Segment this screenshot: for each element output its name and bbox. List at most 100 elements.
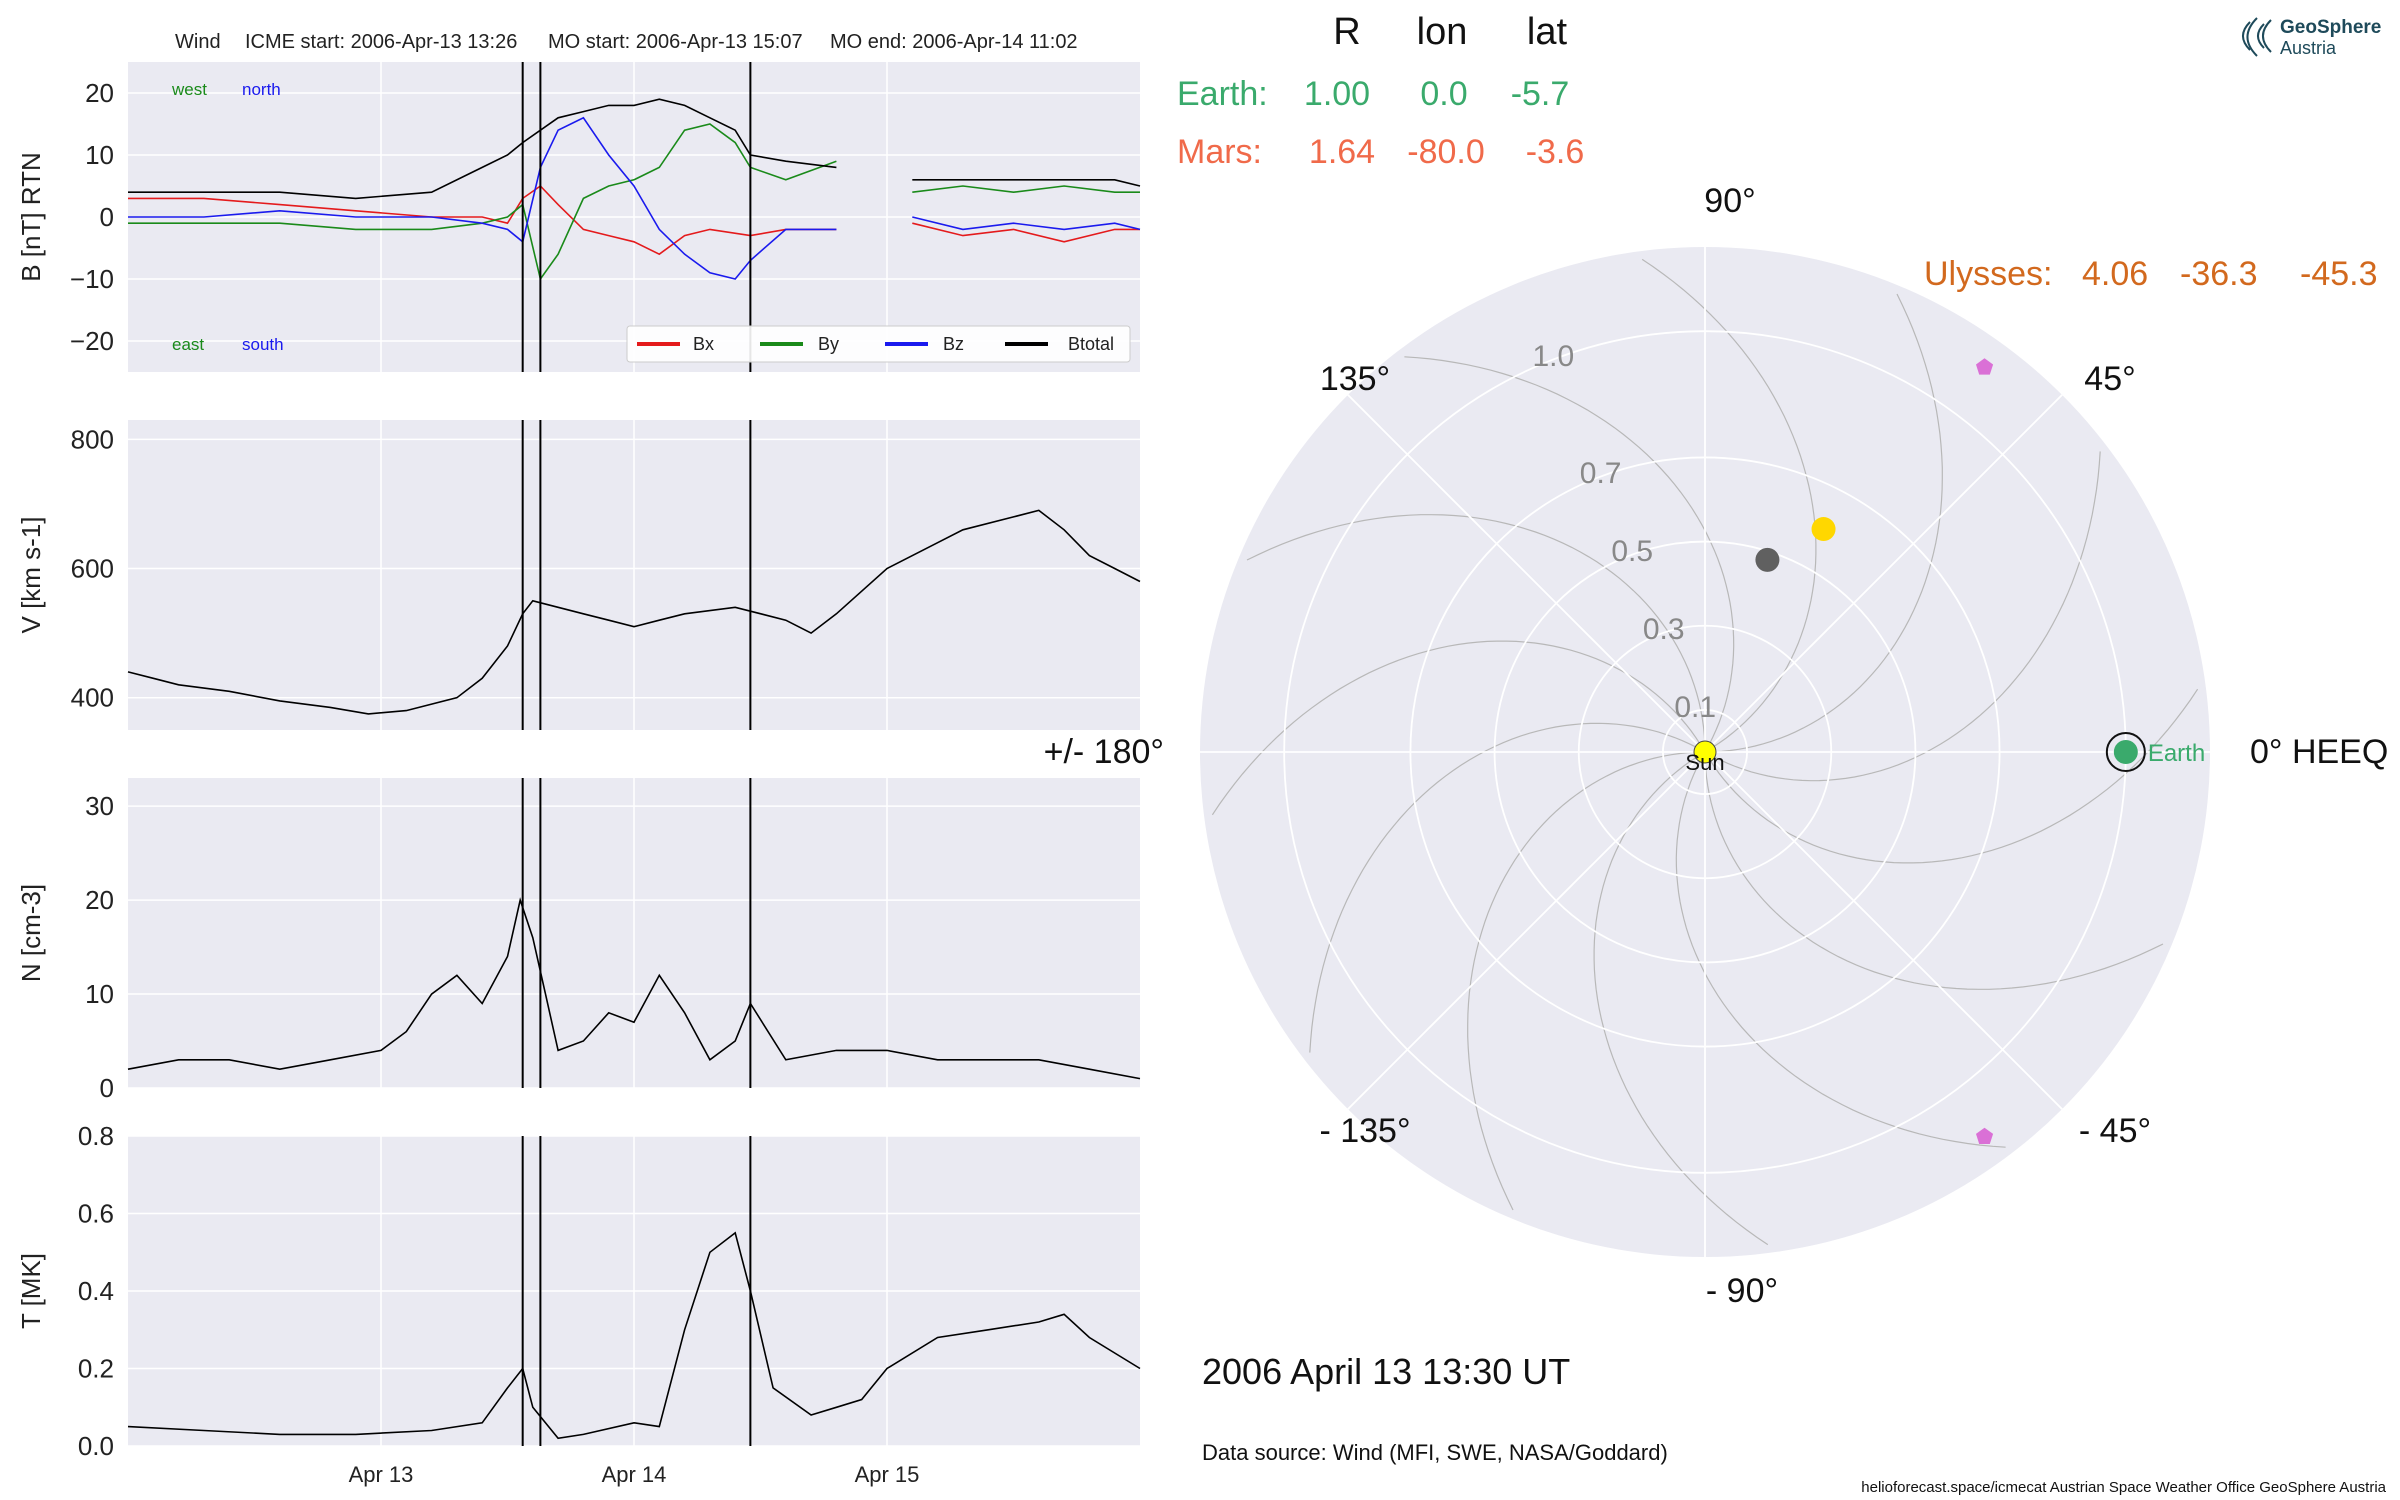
- series-line-btotal: [128, 98, 1141, 200]
- y-tick-label: 0: [100, 202, 114, 232]
- y-tick-label: 20: [85, 885, 114, 915]
- pentagon-marker: [1976, 358, 1994, 375]
- sun-marker: [1693, 740, 1717, 764]
- y-tick-label: 30: [85, 791, 114, 821]
- spiral-line: [1708, 688, 2199, 864]
- x-tick-label: Apr 14: [602, 1462, 667, 1487]
- earth-row-r: 1.00: [1304, 75, 1370, 113]
- west-annotation: west: [171, 80, 207, 99]
- icme-start-label: ICME start: 2006-Apr-13 13:26: [245, 31, 517, 53]
- logo-line2: Austria: [2280, 38, 2337, 58]
- earth-row-name: Earth:: [1177, 75, 1268, 113]
- ulysses-row-lat: -45.3: [2300, 255, 2378, 293]
- series-line-bx: [128, 184, 1140, 256]
- mars-row-lon: -80.0: [1407, 133, 1485, 171]
- spiral-line: [1712, 451, 2101, 782]
- x-tick-label: Apr 15: [855, 1462, 920, 1487]
- spiral-line: [1704, 760, 2164, 990]
- spiral-line: [1404, 356, 1735, 745]
- spiral-line: [1246, 514, 1706, 744]
- y-axis-label: B [nT] RTN: [16, 152, 46, 282]
- angle-label: 0° HEEQ: [2250, 733, 2388, 771]
- series-line-n: [127, 897, 1141, 1080]
- ulysses-row-lon: -36.3: [2180, 255, 2258, 293]
- mars-row-lat: -3.6: [1526, 133, 1585, 171]
- spacecraft-label: Wind: [175, 31, 221, 53]
- mo-end-label: MO end: 2006-Apr-14 11:02: [830, 31, 1078, 53]
- legend-label-bz: Bz: [943, 334, 964, 354]
- panel-n: 0 10 20 30 N [cm-3]: [16, 778, 1141, 1103]
- legend-label-btotal: Btotal: [1068, 334, 1114, 354]
- credits: helioforecast.space/icmecat Austrian Spa…: [1861, 1479, 2386, 1496]
- north-annotation: north: [242, 80, 281, 99]
- angle-label: 90°: [1704, 182, 1755, 220]
- earth-ring: [2105, 732, 2146, 772]
- col-header-r: R: [1333, 11, 1360, 53]
- radial-tick-label: 0.5: [1611, 535, 1653, 568]
- body-marker: [1755, 547, 1780, 572]
- x-tick-label: Apr 13: [349, 1462, 414, 1487]
- y-tick-label: 400: [71, 683, 114, 713]
- data-source: Data source: Wind (MFI, SWE, NASA/Goddar…: [1202, 1440, 1668, 1465]
- angle-label: 45°: [2084, 360, 2135, 398]
- y-tick-label: 20: [85, 78, 114, 108]
- radial-gridline: [1409, 456, 2001, 1048]
- y-tick-label: 0: [100, 1073, 114, 1103]
- panel-b: −20 −10 0 10 20 B [nT] RTN: [16, 62, 1141, 372]
- y-tick-label: 600: [71, 554, 114, 584]
- earth-row-lon: 0.0: [1420, 75, 1467, 113]
- panel-v: 400 600 800 V [km s-1]: [16, 420, 1141, 730]
- time-series-panels: −20 −10 0 10 20 B [nT] RTN 400 600 800 V [km s-1]…: [16, 62, 1141, 1487]
- series-line-t: [127, 1231, 1141, 1440]
- legend-box: [626, 325, 1131, 363]
- pentagon-marker: [1976, 1127, 1994, 1144]
- spiral-line: [1467, 751, 1697, 1211]
- y-tick-label: 0.4: [78, 1276, 114, 1306]
- series-line-bz: [128, 116, 1141, 280]
- radial-tick-label: 0.3: [1643, 613, 1685, 646]
- south-annotation: south: [242, 335, 284, 354]
- y-axis-label: N [cm-3]: [16, 884, 46, 982]
- earth-label: Earth: [2148, 740, 2205, 767]
- y-tick-label: 0.6: [78, 1199, 114, 1229]
- y-tick-label: 0.8: [78, 1121, 114, 1151]
- legend-label-by: By: [818, 334, 839, 354]
- earth-marker: [2113, 740, 2138, 764]
- angle-label: - 135°: [1319, 1112, 1410, 1150]
- angle-label: - 45°: [2079, 1112, 2151, 1150]
- panel-t: 0.0 0.2 0.4 0.6 0.8 T [MK] Apr 13 Apr 14 Apr 15: [16, 1121, 1141, 1487]
- y-tick-label: 0.2: [78, 1354, 114, 1384]
- geosphere-logo: GeoSphere Austria: [2242, 17, 2381, 58]
- ulysses-row-name: Ulysses:: [1924, 255, 2052, 293]
- y-tick-label: −20: [70, 326, 114, 356]
- series-line-v: [127, 509, 1141, 715]
- radial-tick-label: 1.0: [1532, 340, 1574, 373]
- y-tick-label: 10: [85, 140, 114, 170]
- y-tick-label: 0.0: [78, 1431, 114, 1461]
- earth-row-lat: -5.7: [1511, 75, 1570, 113]
- logo-line1: GeoSphere: [2280, 17, 2381, 38]
- angle-label: - 90°: [1706, 1272, 1778, 1310]
- parker-spirals: [1211, 258, 2199, 1246]
- geosphere-logo-icon: [2242, 17, 2272, 57]
- radial-gridline: [1577, 624, 1833, 880]
- y-axis-label: V [km s-1]: [16, 516, 46, 633]
- y-tick-label: 800: [71, 424, 114, 454]
- sun-label: Sun: [1685, 750, 1724, 775]
- mars-row-name: Mars:: [1177, 133, 1262, 171]
- spiral-line: [1675, 759, 2006, 1148]
- spiral-line: [1713, 293, 1943, 753]
- mars-row-r: 1.64: [1309, 133, 1375, 171]
- radial-tick-label: 0.7: [1580, 457, 1622, 490]
- spiral-line: [1593, 755, 1769, 1246]
- legend-label-bx: Bx: [693, 334, 714, 354]
- col-header-lat: lat: [1527, 11, 1568, 53]
- body-marker: [1811, 517, 1836, 542]
- radial-tick-label: 0.1: [1674, 691, 1716, 724]
- y-tick-label: 10: [85, 979, 114, 1009]
- y-axis-label: T [MK]: [16, 1253, 46, 1329]
- col-header-lon: lon: [1417, 11, 1468, 53]
- mo-start-label: MO start: 2006-Apr-13 15:07: [548, 31, 803, 53]
- angle-label: +/- 180°: [1044, 733, 1164, 771]
